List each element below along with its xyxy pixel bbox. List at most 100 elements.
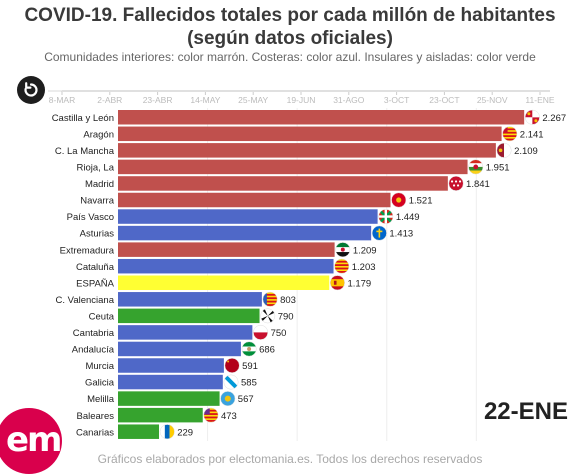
- data-label: 1.413: [389, 229, 413, 240]
- data-label: 790: [278, 311, 294, 322]
- timeline-tick-label: 31-AGO: [333, 95, 365, 105]
- data-label: 750: [271, 328, 287, 339]
- timeline-tick-label: 23-OCT: [429, 95, 459, 105]
- espana-flag-icon: [329, 275, 345, 291]
- replay-icon: [24, 82, 38, 97]
- comunidad-valenciana-flag-icon: [262, 291, 278, 307]
- chart-subtitle: Comunidades interiores: color marrón. Co…: [44, 50, 536, 64]
- bar: [118, 358, 224, 373]
- replay-button[interactable]: [17, 76, 45, 104]
- bar: [118, 209, 378, 224]
- data-label: 473: [221, 411, 237, 422]
- timeline-tick-label: 2-ABR: [97, 95, 122, 105]
- bar: [118, 242, 335, 257]
- data-label: 2.267: [542, 113, 566, 124]
- chart-title: COVID-19. Fallecidos totales por cada mi…: [24, 5, 556, 49]
- category-label: C. Valenciana: [56, 295, 115, 306]
- category-label: Madrid: [85, 179, 114, 190]
- timeline-tick-label: 14-MAY: [190, 95, 220, 105]
- footer-copyright: Gráficos elaborados por electomania.es. …: [97, 452, 483, 466]
- data-label: 585: [241, 378, 257, 389]
- timeline-tick-label: 3-OCT: [384, 95, 410, 105]
- category-label: Extremadura: [60, 245, 115, 256]
- bar: [118, 159, 468, 175]
- category-label: Ceuta: [89, 311, 115, 322]
- extremadura-flag-icon: [335, 242, 351, 258]
- navarra-flag-icon: [391, 192, 407, 208]
- bar: [118, 110, 525, 125]
- pais-vasco-flag-icon: [378, 209, 394, 225]
- bar: [118, 341, 241, 357]
- data-label: 686: [259, 345, 275, 356]
- data-label: 229: [177, 427, 193, 438]
- bar: [118, 192, 391, 208]
- data-label: 591: [242, 361, 258, 372]
- aragon-flag-icon: [502, 126, 518, 142]
- timeline-tick-label: 19-JUN: [287, 95, 316, 105]
- data-label: 2.109: [514, 146, 538, 157]
- category-label: ESPAÑA: [76, 278, 115, 289]
- baleares-flag-icon: [203, 407, 219, 423]
- timeline-tick-label: 11-ENE: [525, 95, 554, 105]
- category-label: Asturias: [80, 229, 115, 240]
- andalucia-flag-icon: [241, 341, 257, 357]
- timeline-tick-label: 25-MAY: [238, 95, 268, 105]
- timeline-tick-label: 23-ABR: [143, 95, 173, 105]
- castilla-la-mancha-flag-icon: [496, 142, 512, 158]
- cantabria-flag-icon: [253, 324, 269, 340]
- category-label: Canarias: [76, 427, 114, 438]
- bar: [118, 292, 262, 307]
- bar: [118, 126, 502, 142]
- category-label: Navarra: [80, 196, 115, 207]
- category-label: Cataluña: [76, 262, 115, 273]
- category-label: Baleares: [77, 411, 115, 422]
- category-label: Melilla: [87, 394, 115, 405]
- data-label: 1.449: [396, 212, 420, 223]
- bar: [118, 374, 223, 390]
- bar: [118, 258, 334, 274]
- category-label: Cantabria: [73, 328, 115, 339]
- data-label: 1.209: [353, 245, 377, 256]
- bar: [118, 176, 448, 191]
- data-label: 1.179: [347, 278, 371, 289]
- cataluna-flag-icon: [334, 258, 350, 274]
- category-label: País Vasco: [67, 212, 114, 223]
- melilla-flag-icon: [220, 391, 236, 407]
- bar: [118, 143, 496, 158]
- electomania-logo: em: [0, 408, 62, 474]
- category-label: Castilla y León: [52, 113, 114, 124]
- data-label: 567: [238, 394, 254, 405]
- bar: [118, 308, 260, 324]
- la-rioja-flag-icon: [468, 159, 484, 175]
- galicia-flag-icon: [223, 374, 239, 390]
- bar: [118, 407, 203, 423]
- murcia-flag-icon: [224, 358, 240, 373]
- ceuta-flag-icon: [260, 308, 276, 324]
- bar: [118, 275, 330, 290]
- category-label: Aragón: [83, 129, 114, 140]
- timeline-tick-label: 8-MAR: [49, 95, 75, 105]
- data-label: 2.141: [520, 129, 544, 140]
- category-label: Rioja, La: [77, 163, 115, 174]
- category-label: Galicia: [85, 378, 115, 389]
- bar: [118, 225, 372, 241]
- asturias-flag-icon: [371, 225, 387, 241]
- timeline-tick-label: 25-NOV: [477, 95, 508, 105]
- logo-text: em: [6, 420, 62, 460]
- data-label: 803: [280, 295, 296, 306]
- category-label: C. La Mancha: [55, 146, 115, 157]
- category-label: Murcia: [85, 361, 114, 372]
- bar: [118, 424, 160, 439]
- data-label: 1.203: [352, 262, 376, 273]
- current-date-label: 22-ENE: [483, 398, 568, 425]
- data-label: 1.841: [466, 179, 490, 190]
- category-label: Andalucía: [72, 345, 115, 356]
- data-label: 1.521: [409, 196, 433, 207]
- bar: [118, 391, 220, 406]
- castilla-leon-flag-icon: [524, 109, 540, 125]
- canarias-flag-icon: [159, 424, 175, 440]
- madrid-flag-icon: [448, 176, 464, 191]
- bar: [118, 325, 253, 340]
- data-label: 1.951: [486, 163, 510, 174]
